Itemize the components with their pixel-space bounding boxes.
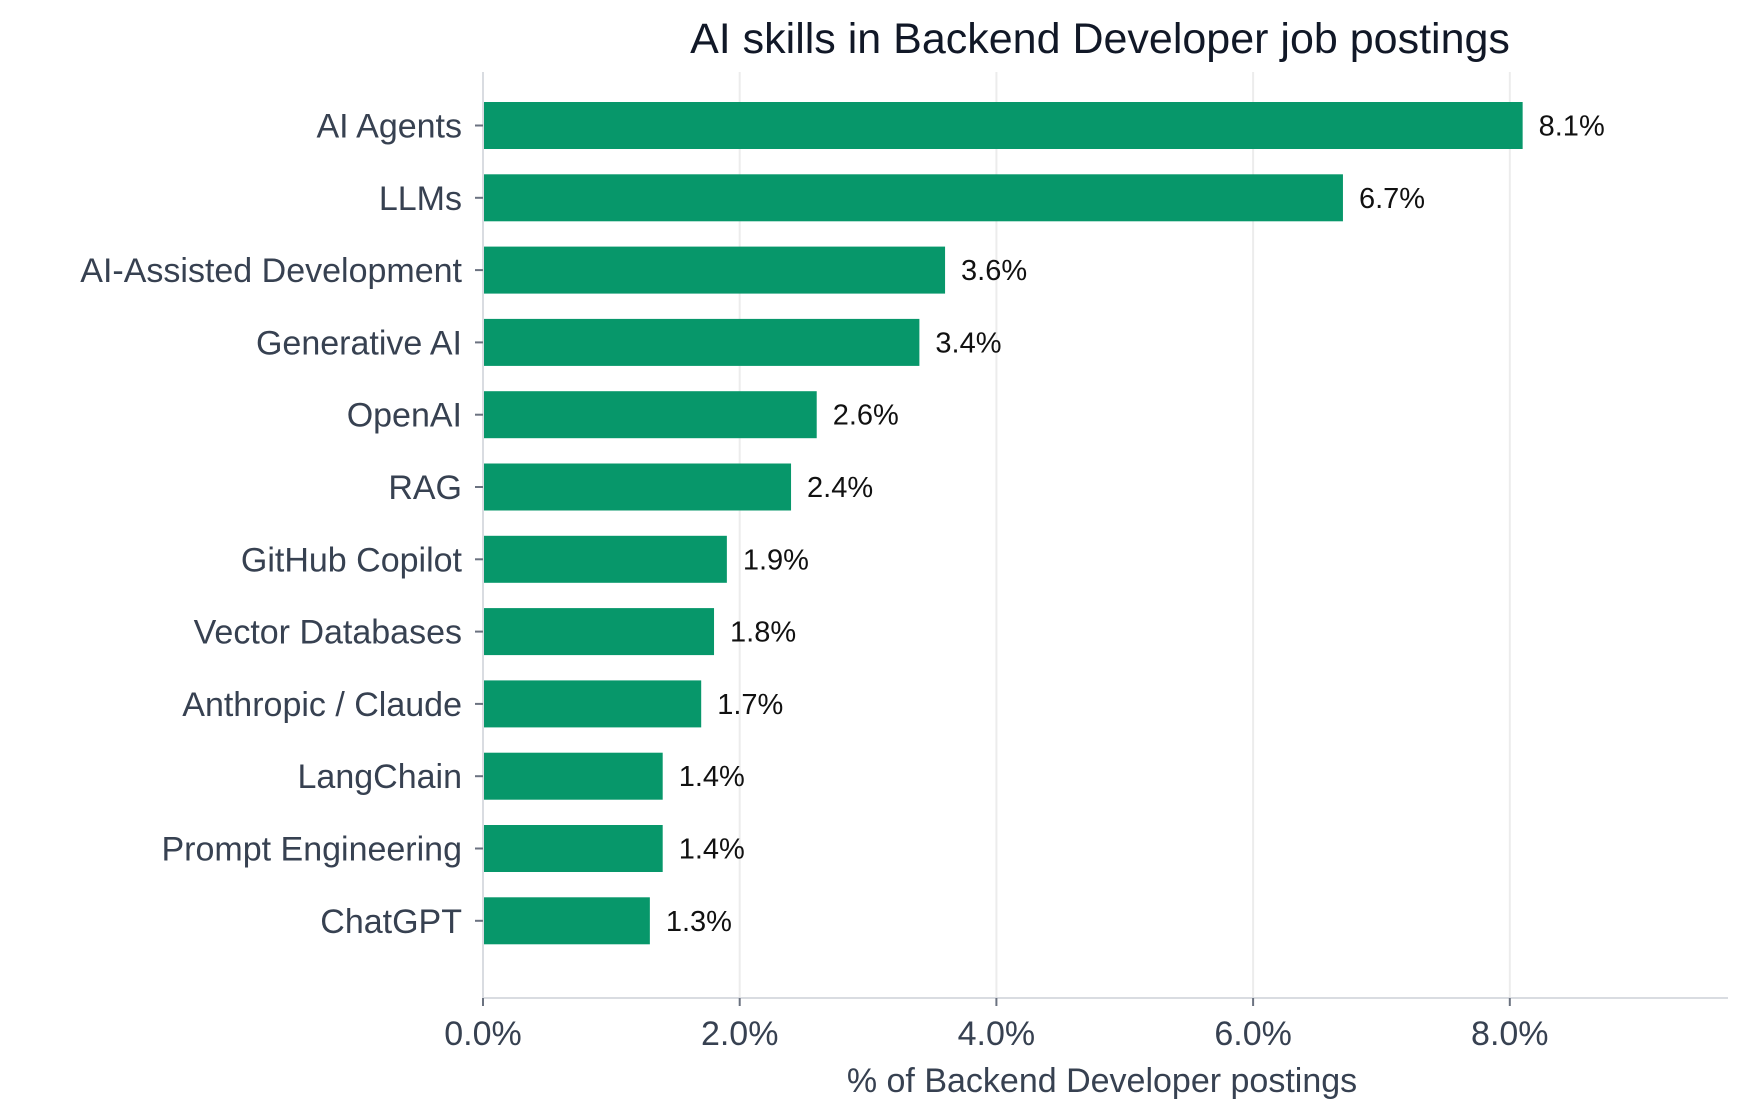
category-label: LangChain [298,758,462,796]
bar [483,608,715,656]
value-label: 2.6% [833,400,899,432]
category-label: Vector Databases [194,614,462,652]
value-label: 1.9% [743,544,809,576]
bar [483,752,663,800]
bar [483,463,792,511]
bar [483,680,702,728]
category-label: GitHub Copilot [241,541,463,579]
category-label: Prompt Engineering [161,831,462,869]
x-tick-label: 8.0% [1471,1015,1549,1053]
value-label: 3.6% [961,255,1027,287]
axes [475,72,1728,1006]
value-label: 6.7% [1359,183,1425,215]
bar [483,825,663,872]
bar [483,897,650,945]
bar [483,318,920,366]
x-tick-label: 2.0% [701,1015,779,1053]
bars [483,102,1523,945]
value-label: 1.3% [666,906,732,938]
labels: 0.0% 2.0% 4.0% 6.0% 8.0% AI Agents 8.1% LLMs 6.7… [80,108,1604,1054]
bar [483,391,817,439]
bar [483,102,1523,149]
category-label: ChatGPT [320,903,462,941]
value-label: 1.4% [679,834,745,866]
gridlines [738,72,1511,998]
value-label: 8.1% [1539,111,1605,143]
value-label: 1.4% [679,761,745,793]
x-tick-label: 6.0% [1214,1015,1292,1053]
value-label: 2.4% [807,472,873,504]
value-label: 1.8% [730,617,796,649]
category-label: OpenAI [347,397,462,435]
value-label: 1.7% [717,689,783,721]
chart-title: AI skills in Backend Developer job posti… [690,15,1510,63]
bar [483,246,946,294]
bar [483,174,1343,222]
value-label: 3.4% [935,327,1001,359]
category-label: Anthropic / Claude [182,686,462,724]
bar [483,535,727,583]
x-tick-label: 0.0% [444,1015,522,1053]
category-label: AI Agents [316,108,462,146]
x-tick-label: 4.0% [958,1015,1036,1053]
category-label: AI-Assisted Development [80,252,462,290]
x-axis-title: % of Backend Developer postings [847,1062,1357,1100]
category-label: LLMs [379,180,462,218]
category-label: Generative AI [256,324,462,362]
category-label: RAG [388,469,462,507]
